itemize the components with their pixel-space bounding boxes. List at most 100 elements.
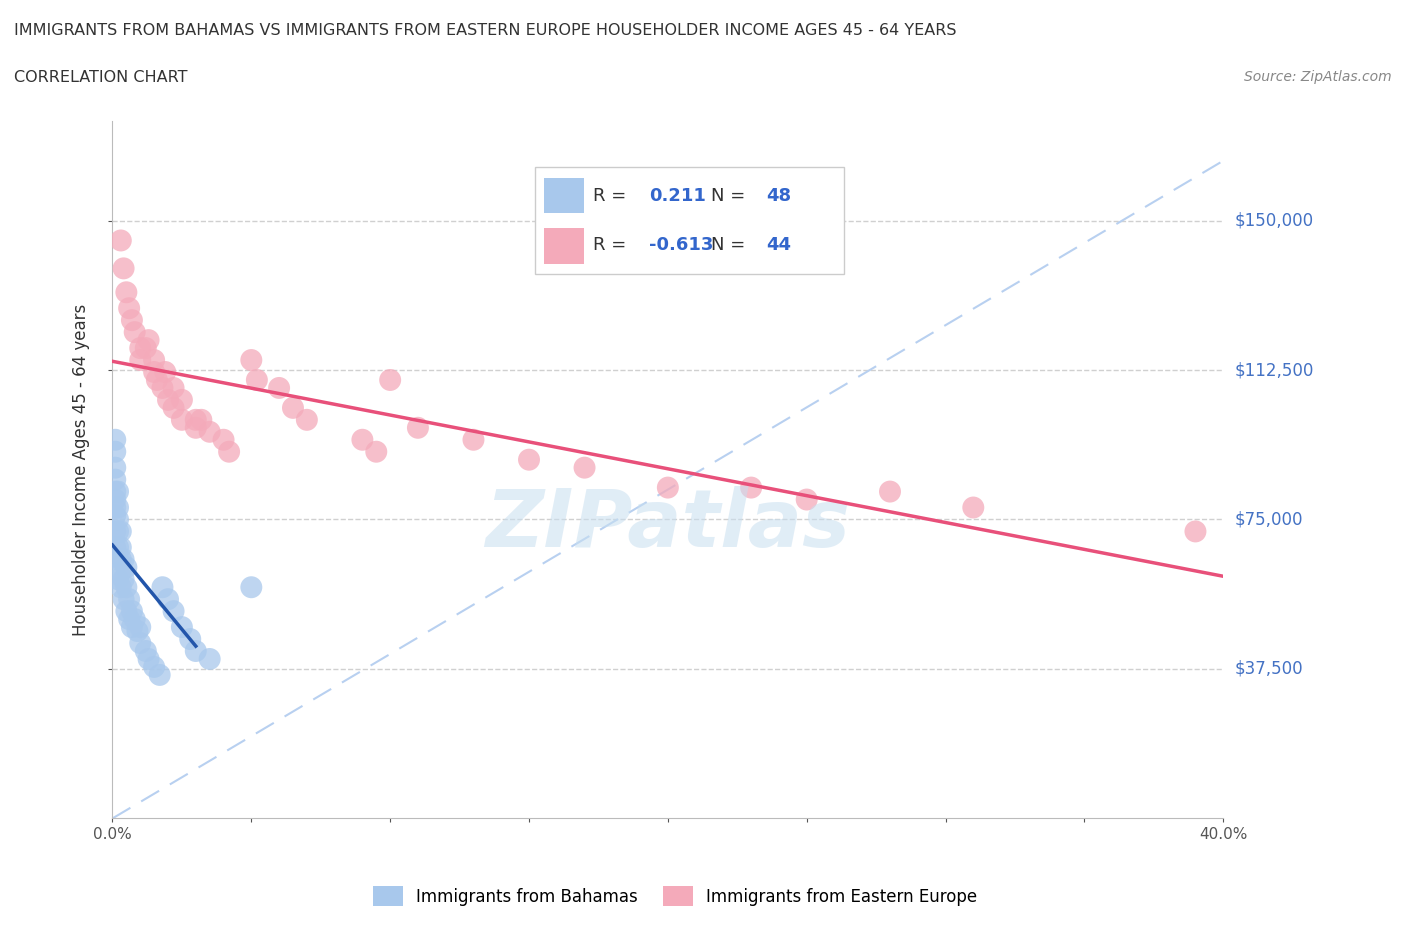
- Point: [121, 619, 143, 634]
- Point: [657, 480, 679, 495]
- Point: [129, 619, 152, 634]
- Point: [115, 285, 138, 299]
- Point: [104, 524, 127, 538]
- Point: [138, 333, 160, 348]
- Point: [138, 652, 160, 667]
- Point: [104, 485, 127, 499]
- Point: [115, 604, 138, 618]
- Point: [118, 591, 141, 606]
- Point: [107, 540, 129, 555]
- Text: 48: 48: [766, 187, 792, 206]
- Point: [129, 635, 152, 650]
- Text: $37,500: $37,500: [1234, 660, 1303, 678]
- Point: [124, 612, 146, 627]
- Text: Source: ZipAtlas.com: Source: ZipAtlas.com: [1244, 70, 1392, 84]
- Point: [107, 485, 129, 499]
- Point: [107, 524, 129, 538]
- Text: 44: 44: [766, 236, 792, 255]
- Point: [218, 445, 240, 459]
- Text: IMMIGRANTS FROM BAHAMAS VS IMMIGRANTS FROM EASTERN EUROPE HOUSEHOLDER INCOME AGE: IMMIGRANTS FROM BAHAMAS VS IMMIGRANTS FR…: [14, 23, 956, 38]
- Point: [118, 612, 141, 627]
- Point: [143, 365, 166, 379]
- Point: [110, 564, 132, 578]
- Point: [1184, 524, 1206, 538]
- Point: [240, 352, 263, 367]
- Point: [267, 380, 291, 395]
- Point: [295, 412, 318, 427]
- Text: $150,000: $150,000: [1234, 211, 1313, 230]
- Point: [104, 445, 127, 459]
- Point: [184, 420, 207, 435]
- Point: [149, 668, 172, 683]
- Legend: Immigrants from Bahamas, Immigrants from Eastern Europe: Immigrants from Bahamas, Immigrants from…: [366, 880, 984, 912]
- Point: [796, 492, 818, 507]
- Point: [107, 572, 129, 587]
- Point: [112, 591, 135, 606]
- Point: [107, 551, 129, 566]
- Point: [110, 579, 132, 594]
- Point: [121, 604, 143, 618]
- Point: [246, 373, 269, 388]
- Point: [962, 500, 984, 515]
- Point: [104, 540, 127, 555]
- Point: [135, 644, 157, 658]
- Point: [155, 365, 177, 379]
- Point: [162, 604, 184, 618]
- Point: [463, 432, 485, 447]
- Point: [107, 500, 129, 515]
- Point: [198, 652, 221, 667]
- Point: [110, 551, 132, 566]
- Point: [406, 420, 429, 435]
- Point: [380, 373, 402, 388]
- Point: [152, 380, 174, 395]
- Point: [118, 300, 141, 315]
- Text: -0.613: -0.613: [650, 236, 713, 255]
- Point: [115, 560, 138, 575]
- Point: [115, 579, 138, 594]
- Text: CORRELATION CHART: CORRELATION CHART: [14, 70, 187, 85]
- Text: R =: R =: [593, 236, 633, 255]
- Point: [104, 460, 127, 475]
- Bar: [544, 229, 583, 264]
- Point: [184, 412, 207, 427]
- Point: [129, 352, 152, 367]
- Point: [112, 572, 135, 587]
- Point: [240, 579, 263, 594]
- Point: [281, 401, 304, 416]
- Point: [104, 508, 127, 523]
- Point: [517, 452, 540, 467]
- Text: N =: N =: [711, 236, 751, 255]
- Point: [366, 445, 388, 459]
- Point: [129, 340, 152, 355]
- Point: [146, 373, 169, 388]
- Point: [152, 579, 174, 594]
- Point: [574, 460, 596, 475]
- Point: [143, 659, 166, 674]
- Text: 0.211: 0.211: [650, 187, 706, 206]
- Point: [352, 432, 374, 447]
- Text: ZIPatlas: ZIPatlas: [485, 486, 851, 565]
- Point: [212, 432, 235, 447]
- Point: [104, 492, 127, 507]
- Point: [143, 352, 166, 367]
- Point: [104, 472, 127, 487]
- Text: $75,000: $75,000: [1234, 511, 1303, 528]
- Point: [879, 485, 901, 499]
- Point: [112, 551, 135, 566]
- Point: [198, 424, 221, 439]
- Point: [104, 500, 127, 515]
- Point: [112, 261, 135, 276]
- Bar: [544, 179, 583, 213]
- Point: [162, 401, 184, 416]
- Text: N =: N =: [711, 187, 751, 206]
- Point: [157, 591, 180, 606]
- Point: [170, 619, 193, 634]
- Point: [162, 380, 184, 395]
- Y-axis label: Householder Income Ages 45 - 64 years: Householder Income Ages 45 - 64 years: [72, 303, 90, 636]
- Point: [170, 392, 193, 407]
- Point: [124, 325, 146, 339]
- Point: [127, 624, 149, 639]
- Point: [184, 644, 207, 658]
- Point: [110, 524, 132, 538]
- Point: [110, 233, 132, 248]
